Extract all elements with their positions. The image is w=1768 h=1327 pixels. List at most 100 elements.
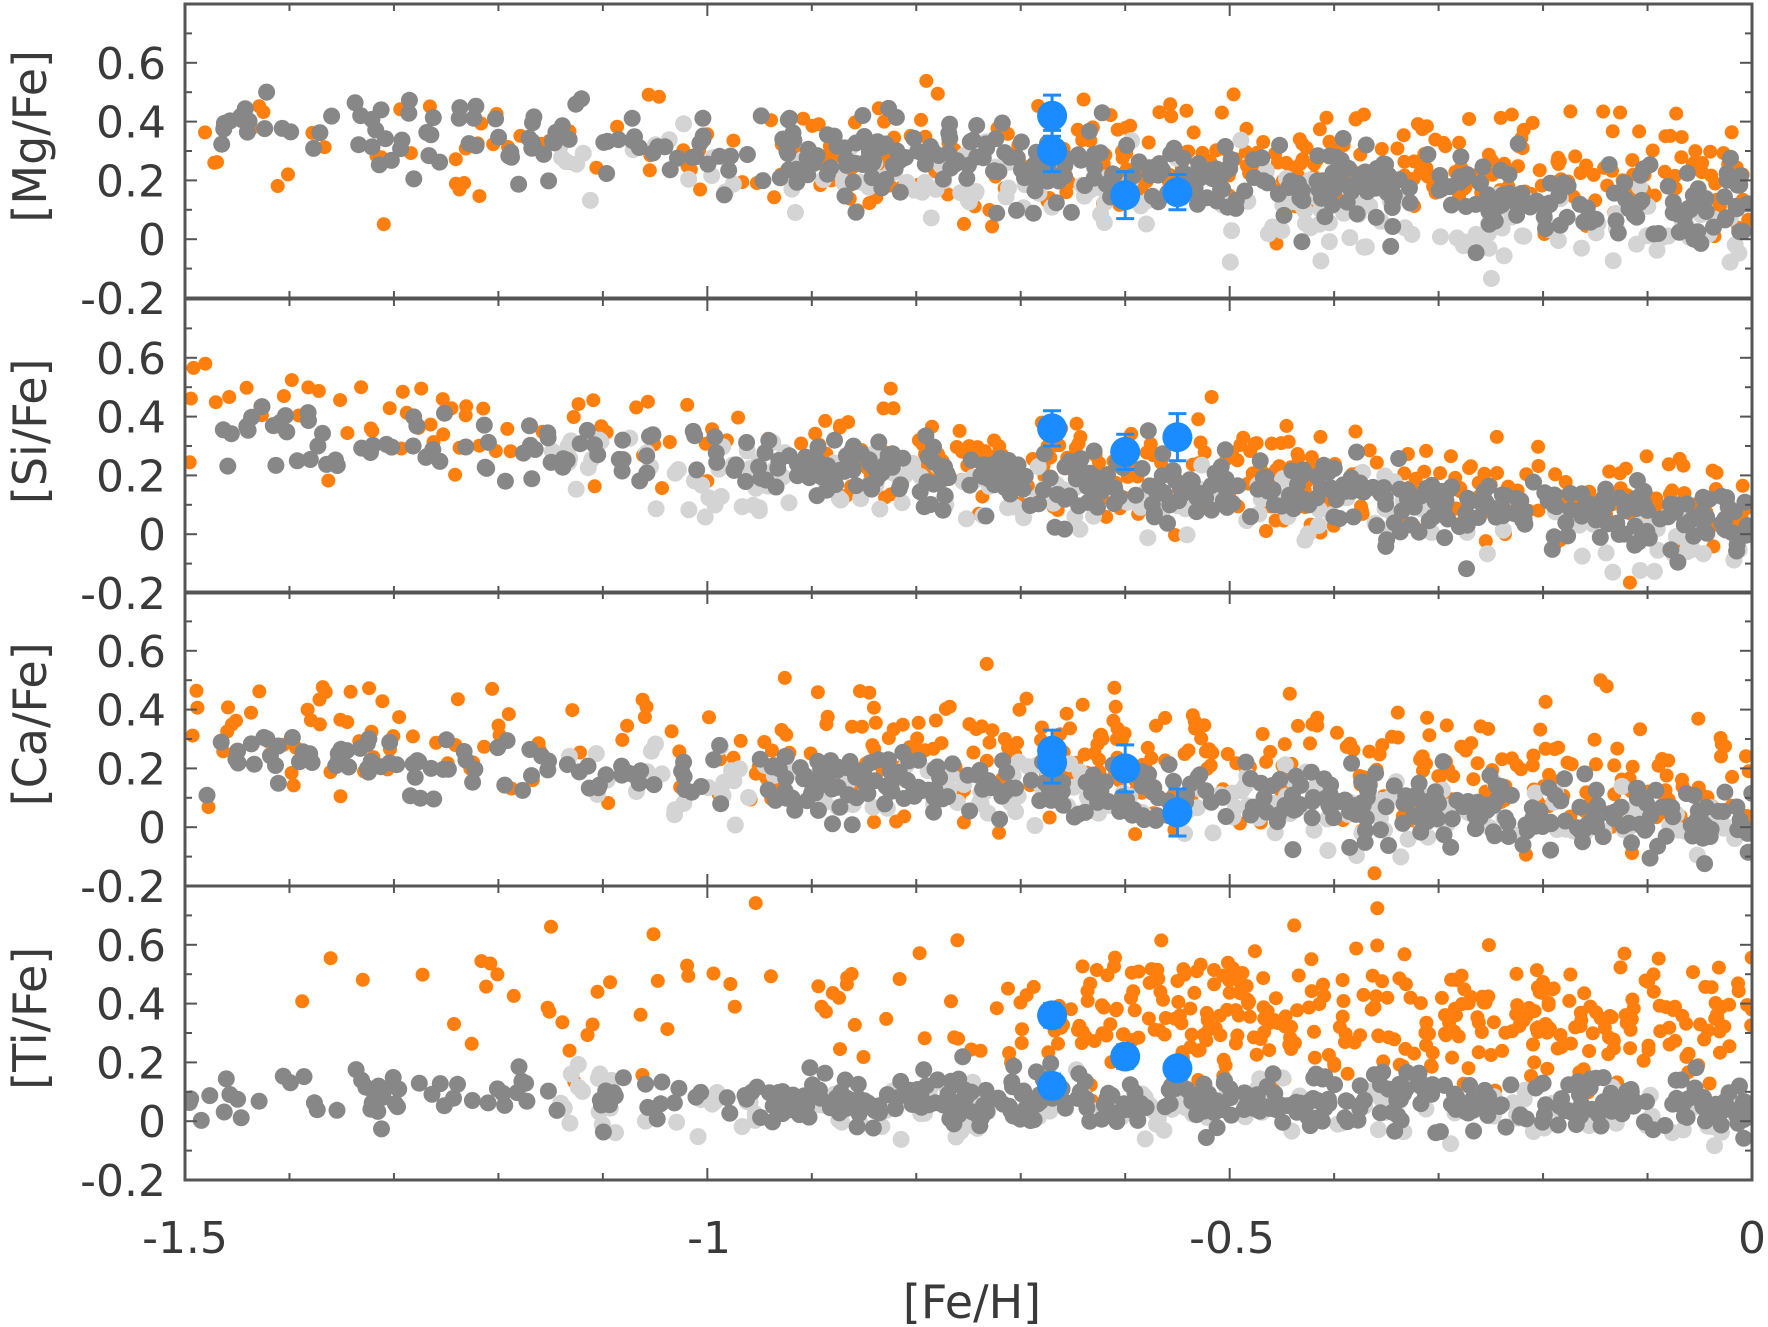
orange-point — [1367, 1000, 1382, 1015]
dark-gray-point — [1104, 165, 1122, 183]
orange-point — [1374, 142, 1389, 156]
orange-point — [1710, 1007, 1724, 1022]
dark-gray-point — [1435, 826, 1453, 844]
light-gray-point — [997, 188, 1015, 206]
dark-gray-point — [1367, 764, 1385, 782]
orange-point — [1711, 960, 1726, 975]
light-gray-point — [1399, 830, 1417, 848]
orange-point — [808, 426, 823, 441]
dark-gray-point — [944, 755, 962, 773]
dark-gray-point — [1662, 541, 1680, 559]
dark-gray-point — [464, 773, 482, 791]
light-gray-point — [696, 508, 714, 526]
dark-gray-point — [1638, 1093, 1655, 1111]
dark-gray-point — [408, 417, 426, 435]
orange-point — [1597, 1021, 1612, 1035]
dark-gray-point — [1480, 477, 1498, 495]
orange-point — [1197, 445, 1212, 460]
dark-gray-point — [1162, 145, 1180, 163]
dark-gray-point — [1678, 164, 1696, 182]
dark-gray-point — [1295, 490, 1313, 508]
orange-point — [1462, 461, 1477, 475]
dark-gray-point — [764, 1113, 781, 1131]
dark-gray-point — [198, 786, 216, 804]
orange-point — [198, 356, 213, 371]
y-tick-label: -0.2 — [80, 569, 166, 620]
dark-gray-point — [1214, 788, 1231, 806]
orange-point — [1540, 1061, 1555, 1076]
orange-point — [748, 896, 763, 911]
dark-gray-point — [513, 1072, 531, 1090]
orange-point — [1339, 739, 1354, 754]
orange-point — [1253, 1032, 1268, 1046]
dark-gray-point — [991, 810, 1009, 828]
dark-gray-point — [974, 149, 992, 167]
orange-point — [490, 967, 505, 982]
light-gray-point — [1232, 131, 1250, 149]
dark-gray-point — [721, 1104, 739, 1122]
dark-gray-point — [1357, 822, 1374, 840]
dark-gray-point — [623, 109, 641, 127]
orange-point — [1131, 1030, 1146, 1045]
orange-point — [1450, 973, 1465, 988]
dark-gray-point — [1121, 1076, 1139, 1094]
orange-point — [610, 119, 625, 134]
orange-point — [1291, 718, 1305, 733]
dark-gray-point — [1630, 533, 1648, 551]
orange-point — [1279, 418, 1294, 433]
blue-data-point — [1162, 1053, 1193, 1084]
blue-data-point — [1110, 180, 1141, 211]
dark-gray-point — [578, 421, 596, 439]
orange-point — [865, 738, 880, 753]
orange-point — [845, 719, 860, 734]
orange-point — [1424, 1059, 1439, 1074]
y-tick-label: 0.2 — [96, 744, 166, 795]
light-gray-point — [1448, 229, 1466, 247]
orange-point — [962, 439, 977, 454]
dark-gray-point — [1705, 218, 1722, 236]
orange-point — [1641, 1038, 1656, 1053]
orange-point — [681, 968, 696, 983]
orange-point — [1587, 732, 1602, 747]
orange-point — [1193, 957, 1208, 972]
dark-gray-point — [722, 147, 740, 165]
orange-point — [587, 479, 602, 494]
orange-point — [1471, 1015, 1486, 1030]
dark-gray-point — [242, 735, 260, 753]
dark-gray-point — [1571, 195, 1589, 213]
dark-gray-point — [968, 117, 986, 134]
orange-point — [321, 473, 336, 488]
dark-gray-point — [961, 476, 979, 494]
dark-gray-point — [827, 476, 845, 494]
dark-gray-point — [425, 790, 443, 808]
dark-gray-point — [539, 1082, 557, 1100]
orange-point — [1636, 1053, 1651, 1068]
dark-gray-point — [1012, 133, 1030, 151]
orange-point — [208, 395, 223, 410]
orange-point — [1486, 1015, 1501, 1030]
orange-point — [1335, 1009, 1350, 1024]
x-tick-label: -1 — [687, 1213, 731, 1264]
orange-point — [1228, 1036, 1243, 1051]
orange-point — [1447, 1024, 1462, 1039]
dark-gray-point — [866, 772, 884, 790]
dark-gray-point — [1592, 1117, 1610, 1135]
dark-gray-point — [1085, 145, 1103, 163]
orange-point — [1312, 122, 1327, 137]
dark-gray-point — [1410, 523, 1428, 541]
dark-gray-point — [1161, 496, 1179, 514]
orange-point — [1623, 1022, 1638, 1037]
orange-point — [1307, 1050, 1322, 1065]
dark-gray-point — [1255, 789, 1273, 807]
orange-point — [1532, 163, 1547, 178]
dark-gray-point — [899, 772, 916, 789]
orange-point — [500, 421, 515, 436]
light-gray-point — [1478, 545, 1496, 563]
orange-point — [355, 972, 370, 987]
light-gray-point — [963, 183, 981, 201]
dark-gray-point — [438, 731, 455, 749]
light-gray-point — [1726, 236, 1744, 254]
dark-gray-point — [1141, 477, 1159, 495]
orange-point — [1327, 1056, 1342, 1071]
dark-gray-point — [1502, 1076, 1520, 1094]
